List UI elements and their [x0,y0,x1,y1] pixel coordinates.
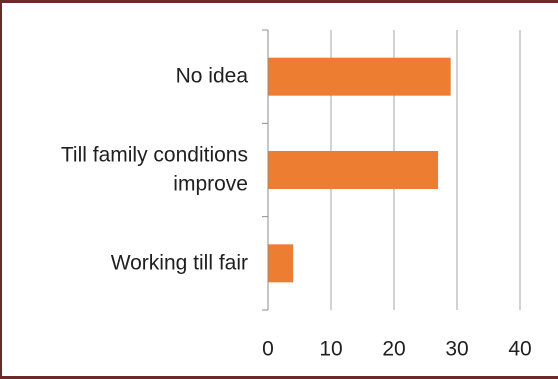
category-label-0-line-0: No idea [176,64,249,87]
axes [262,29,269,311]
category-label-1: Till family conditions improve [61,143,248,195]
category-label-2-line-0: Working till fair [111,251,248,274]
x-tick-label-30: 30 [445,338,468,361]
x-tick-label-0: 0 [262,338,274,361]
category-label-0: No idea [176,64,249,87]
x-tick-label-20: 20 [382,338,405,361]
frame-bottom-border [0,376,558,379]
category-labels: No idea Till family conditions improve Work… [61,64,248,274]
bar-1 [268,151,439,189]
bar-0 [268,57,451,96]
frame-left-border [0,0,2,379]
x-tick-label-40: 40 [508,338,531,361]
x-tick-labels: 0 10 20 30 40 [262,338,532,361]
category-label-1-line-1: improve [173,172,248,195]
category-label-2: Working till fair [111,251,248,274]
frame-top-border [0,0,558,3]
bar-2 [268,244,294,283]
category-label-1-line-0: Till family conditions [61,143,248,166]
bars [268,57,451,283]
x-tick-label-10: 10 [319,338,342,361]
